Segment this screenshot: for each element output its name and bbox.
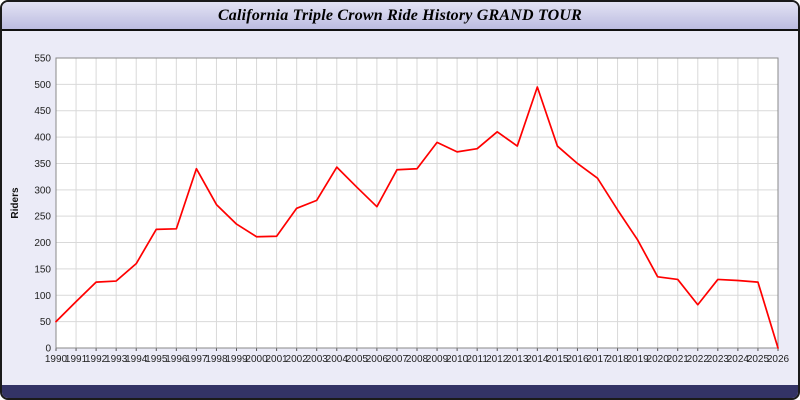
x-tick-label: 2002	[286, 354, 309, 365]
y-tick-label: 0	[45, 344, 51, 355]
x-tick-label: 2006	[366, 354, 389, 365]
plot-border	[55, 57, 779, 349]
x-tick-label: 2026	[767, 354, 790, 365]
y-tick-label: 500	[34, 80, 51, 91]
x-tick-label: 2016	[566, 354, 589, 365]
ride-history-line-chart: 0501001502002503003504004505005501990199…	[10, 54, 790, 366]
x-tick-label: 2010	[446, 354, 469, 365]
x-tick-label: 2008	[406, 354, 429, 365]
x-tick-label: 2021	[667, 354, 690, 365]
x-tick-label: 1993	[105, 354, 128, 365]
x-tick-label: 2022	[687, 354, 710, 365]
y-tick-label: 200	[34, 238, 51, 249]
y-tick-label: 550	[34, 54, 51, 65]
x-tick-label: 2015	[546, 354, 569, 365]
x-tick-label: 1995	[145, 354, 168, 365]
x-tick-label: 2007	[386, 354, 409, 365]
x-tick-label: 1996	[165, 354, 188, 365]
x-tick-label: 2000	[245, 354, 268, 365]
x-tick-label: 2023	[707, 354, 730, 365]
x-tick-label: 2019	[626, 354, 649, 365]
y-tick-label: 300	[34, 185, 51, 196]
x-tick-label: 1991	[65, 354, 88, 365]
riders-series-line	[55, 86, 779, 349]
x-tick-label: 2013	[506, 354, 529, 365]
x-tick-label: 2012	[486, 354, 509, 365]
x-tick-label: 1997	[185, 354, 208, 365]
chart-container: 0 50 100 150 200 250 300 350 400 450 500 550 1990 199…	[6, 44, 794, 383]
page-title: California Triple Crown Ride History GRA…	[217, 6, 583, 24]
bottom-status-bar	[2, 385, 798, 398]
x-tick-label: 2005	[346, 354, 369, 365]
x-tick-label: 1994	[125, 354, 148, 365]
y-tick-label: 250	[34, 212, 51, 223]
x-tick-label: 2020	[647, 354, 670, 365]
x-tick-label: 2024	[727, 354, 750, 365]
y-tick-label: 100	[34, 291, 51, 302]
x-tick-label: 1992	[85, 354, 108, 365]
y-tick-label: 400	[34, 133, 51, 144]
y-tick-label: 150	[34, 264, 51, 275]
x-tick-label: 1999	[225, 354, 248, 365]
x-tick-label: 1990	[45, 354, 68, 365]
y-tick-label: 450	[34, 106, 51, 117]
x-tick-label: 2017	[586, 354, 609, 365]
x-tick-label: 2009	[426, 354, 449, 365]
x-tick-label: 2001	[265, 354, 288, 365]
x-tick-label: 2011	[466, 354, 488, 365]
y-tick-label: 50	[40, 317, 52, 328]
y-axis-label: Riders	[10, 187, 21, 219]
x-tick-label: 2004	[326, 354, 349, 365]
x-tick-label: 2025	[747, 354, 770, 365]
title-bar: California Triple Crown Ride History GRA…	[2, 2, 798, 31]
x-tick-label: 1998	[205, 354, 228, 365]
x-tick-label: 2014	[526, 354, 549, 365]
x-tick-label: 2003	[306, 354, 329, 365]
y-tick-label: 350	[34, 159, 51, 170]
x-tick-label: 2018	[606, 354, 629, 365]
